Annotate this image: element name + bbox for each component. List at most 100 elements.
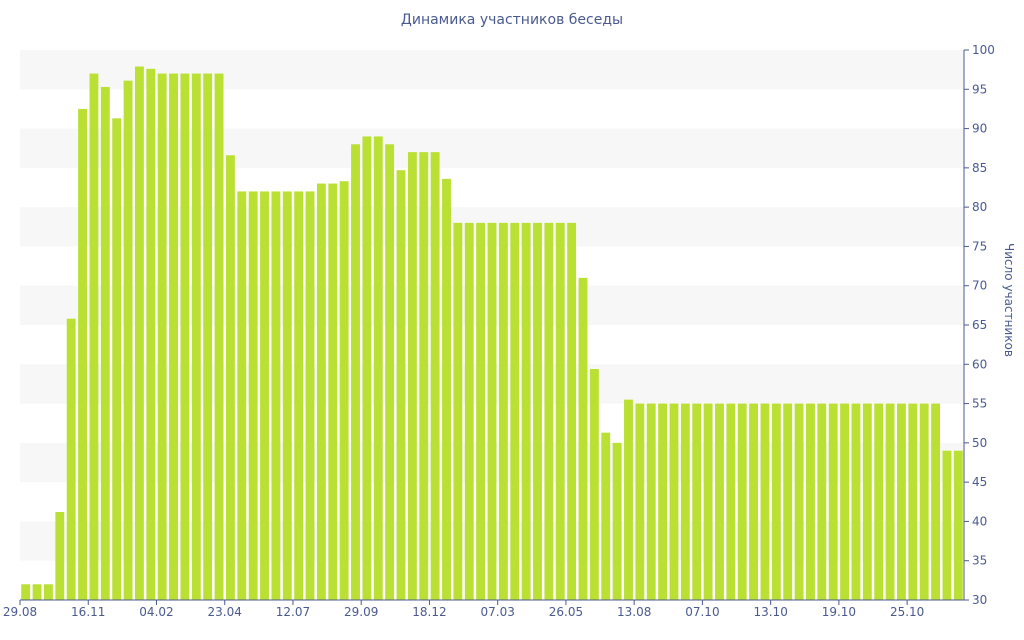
bar[interactable] bbox=[328, 183, 338, 601]
bar[interactable] bbox=[351, 144, 360, 601]
bar[interactable] bbox=[726, 403, 736, 600]
y-tick-label: 70 bbox=[972, 279, 987, 293]
y-tick-label: 65 bbox=[972, 318, 987, 332]
bar[interactable] bbox=[658, 403, 668, 600]
bar[interactable] bbox=[919, 403, 929, 600]
bar[interactable] bbox=[783, 403, 793, 600]
bar[interactable] bbox=[533, 222, 542, 600]
x-tick-label: 29.08 bbox=[3, 605, 37, 619]
bar[interactable] bbox=[464, 222, 474, 600]
bar[interactable] bbox=[55, 512, 65, 600]
y-tick-label: 75 bbox=[972, 239, 987, 253]
bar[interactable] bbox=[305, 191, 315, 600]
bar[interactable] bbox=[646, 403, 656, 600]
bar[interactable] bbox=[771, 403, 781, 600]
bar[interactable] bbox=[953, 450, 963, 600]
bar[interactable] bbox=[885, 403, 895, 600]
bar[interactable] bbox=[271, 191, 281, 600]
bar[interactable] bbox=[601, 432, 611, 600]
bar[interactable] bbox=[635, 403, 645, 600]
bar[interactable] bbox=[339, 181, 349, 600]
bar[interactable] bbox=[157, 73, 167, 601]
bar[interactable] bbox=[169, 73, 178, 601]
bar[interactable] bbox=[453, 222, 463, 600]
y-tick-label: 45 bbox=[972, 475, 987, 489]
bar[interactable] bbox=[66, 318, 76, 600]
x-tick-label: 23.04 bbox=[208, 605, 242, 619]
y-axis-label: Число участников bbox=[1002, 243, 1016, 357]
bar[interactable] bbox=[430, 152, 440, 600]
bar[interactable] bbox=[794, 403, 804, 600]
bar[interactable] bbox=[419, 152, 429, 600]
bar[interactable] bbox=[32, 584, 42, 600]
y-tick-label: 55 bbox=[972, 397, 987, 411]
bar[interactable] bbox=[362, 136, 372, 600]
bar[interactable] bbox=[260, 191, 269, 600]
bar[interactable] bbox=[498, 222, 508, 600]
bar[interactable] bbox=[521, 222, 531, 600]
y-tick-label: 60 bbox=[972, 357, 987, 371]
bar[interactable] bbox=[544, 222, 554, 600]
bar[interactable] bbox=[680, 403, 690, 600]
bar[interactable] bbox=[908, 403, 918, 600]
bar[interactable] bbox=[21, 584, 31, 600]
bar[interactable] bbox=[715, 403, 724, 600]
bar[interactable] bbox=[487, 222, 497, 600]
bar[interactable] bbox=[373, 136, 383, 600]
bar[interactable] bbox=[737, 403, 747, 600]
bar[interactable] bbox=[43, 584, 53, 600]
chart-title: Динамика участников беседы bbox=[400, 12, 624, 28]
bar[interactable] bbox=[100, 86, 110, 600]
y-tick-label: 80 bbox=[972, 200, 987, 214]
bar[interactable] bbox=[578, 277, 588, 600]
bar[interactable] bbox=[442, 178, 451, 600]
bar[interactable] bbox=[703, 403, 713, 600]
bar[interactable] bbox=[112, 118, 122, 600]
bar[interactable] bbox=[385, 144, 395, 601]
bar[interactable] bbox=[294, 191, 304, 600]
bar[interactable] bbox=[806, 403, 815, 600]
bar[interactable] bbox=[282, 191, 292, 600]
bar[interactable] bbox=[874, 403, 884, 600]
y-tick-label: 40 bbox=[972, 514, 987, 528]
bar[interactable] bbox=[669, 403, 679, 600]
bar[interactable] bbox=[407, 152, 417, 600]
bar[interactable] bbox=[840, 403, 850, 600]
bar[interactable] bbox=[316, 183, 326, 601]
bar[interactable] bbox=[203, 73, 213, 601]
bar[interactable] bbox=[134, 66, 144, 601]
bar[interactable] bbox=[191, 73, 201, 601]
bar[interactable] bbox=[612, 442, 622, 600]
bar[interactable] bbox=[567, 222, 577, 600]
bar[interactable] bbox=[897, 403, 906, 600]
x-tick-label: 07.10 bbox=[685, 605, 719, 619]
bar[interactable] bbox=[817, 403, 827, 600]
bar[interactable] bbox=[237, 191, 247, 600]
bar[interactable] bbox=[396, 170, 406, 600]
bar[interactable] bbox=[851, 403, 861, 600]
bar[interactable] bbox=[942, 450, 952, 600]
bar[interactable] bbox=[476, 222, 486, 600]
bar[interactable] bbox=[510, 222, 520, 600]
x-tick-label: 13.08 bbox=[617, 605, 651, 619]
bar[interactable] bbox=[180, 73, 190, 601]
bar[interactable] bbox=[624, 399, 633, 600]
bar[interactable] bbox=[862, 403, 872, 600]
bar[interactable] bbox=[589, 369, 599, 600]
bar[interactable] bbox=[749, 403, 759, 600]
bar[interactable] bbox=[760, 403, 770, 600]
bar[interactable] bbox=[555, 222, 565, 600]
bar[interactable] bbox=[248, 191, 258, 600]
bar[interactable] bbox=[123, 80, 133, 600]
bar[interactable] bbox=[692, 403, 702, 600]
bar[interactable] bbox=[931, 403, 941, 600]
bar[interactable] bbox=[225, 155, 235, 601]
x-tick-label: 19.10 bbox=[822, 605, 856, 619]
bar[interactable] bbox=[146, 68, 156, 601]
bar[interactable] bbox=[214, 73, 224, 601]
bar[interactable] bbox=[78, 108, 87, 600]
y-tick-label: 35 bbox=[972, 554, 987, 568]
bar[interactable] bbox=[89, 73, 99, 601]
bar[interactable] bbox=[828, 403, 838, 600]
